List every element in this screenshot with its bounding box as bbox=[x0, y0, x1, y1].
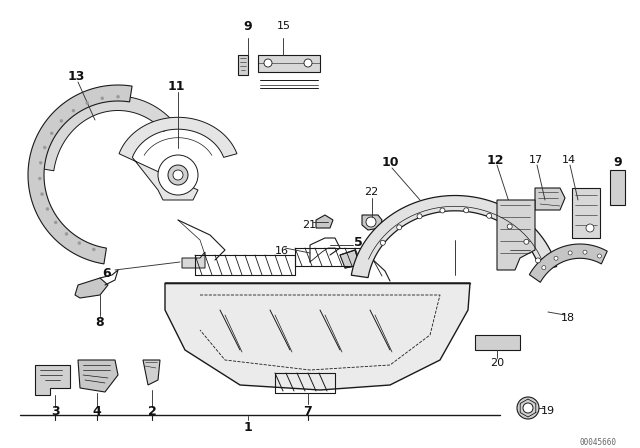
Circle shape bbox=[417, 214, 422, 219]
Polygon shape bbox=[41, 96, 173, 171]
Polygon shape bbox=[182, 252, 205, 268]
Text: 9: 9 bbox=[244, 20, 252, 33]
Polygon shape bbox=[238, 55, 248, 75]
Circle shape bbox=[523, 403, 533, 413]
Circle shape bbox=[568, 251, 572, 255]
Circle shape bbox=[158, 155, 198, 195]
Circle shape bbox=[597, 254, 602, 258]
Circle shape bbox=[92, 248, 95, 251]
Polygon shape bbox=[316, 215, 333, 228]
Circle shape bbox=[304, 59, 312, 67]
Text: 13: 13 bbox=[67, 69, 84, 82]
Circle shape bbox=[173, 170, 183, 180]
Circle shape bbox=[554, 256, 558, 260]
Text: 6: 6 bbox=[102, 267, 111, 280]
Text: 5: 5 bbox=[354, 236, 362, 249]
Polygon shape bbox=[143, 360, 160, 385]
Polygon shape bbox=[529, 244, 607, 282]
Text: 10: 10 bbox=[381, 155, 399, 168]
Polygon shape bbox=[35, 365, 70, 395]
Circle shape bbox=[524, 239, 529, 244]
Polygon shape bbox=[610, 170, 625, 205]
Circle shape bbox=[366, 217, 376, 227]
Text: 3: 3 bbox=[51, 405, 60, 418]
Polygon shape bbox=[572, 188, 600, 238]
Text: 14: 14 bbox=[562, 155, 576, 165]
Circle shape bbox=[508, 224, 512, 229]
Circle shape bbox=[380, 240, 385, 246]
Circle shape bbox=[39, 161, 42, 164]
Text: 21: 21 bbox=[302, 220, 316, 230]
Circle shape bbox=[60, 119, 63, 122]
Circle shape bbox=[536, 258, 541, 263]
Polygon shape bbox=[165, 283, 470, 390]
Polygon shape bbox=[351, 195, 557, 278]
Circle shape bbox=[542, 266, 546, 270]
Text: 22: 22 bbox=[364, 187, 378, 197]
Circle shape bbox=[78, 241, 81, 245]
Circle shape bbox=[168, 165, 188, 185]
Polygon shape bbox=[362, 215, 382, 230]
Circle shape bbox=[586, 224, 594, 232]
Text: 18: 18 bbox=[561, 313, 575, 323]
Circle shape bbox=[116, 95, 120, 98]
Circle shape bbox=[43, 146, 46, 149]
Text: 00045660: 00045660 bbox=[579, 438, 616, 447]
Circle shape bbox=[86, 102, 89, 104]
Text: 4: 4 bbox=[93, 405, 101, 418]
Polygon shape bbox=[497, 200, 535, 270]
Polygon shape bbox=[78, 360, 118, 392]
Circle shape bbox=[72, 109, 75, 112]
Text: 15: 15 bbox=[277, 21, 291, 31]
Text: 20: 20 bbox=[490, 358, 504, 368]
Circle shape bbox=[440, 208, 445, 213]
Circle shape bbox=[464, 208, 468, 213]
Circle shape bbox=[40, 193, 44, 196]
Text: 19: 19 bbox=[541, 406, 555, 416]
Text: 9: 9 bbox=[614, 155, 622, 168]
Text: 12: 12 bbox=[486, 154, 504, 167]
Circle shape bbox=[38, 177, 41, 180]
Circle shape bbox=[486, 213, 492, 218]
Text: 17: 17 bbox=[529, 155, 543, 165]
Circle shape bbox=[264, 59, 272, 67]
Circle shape bbox=[46, 207, 49, 211]
Polygon shape bbox=[475, 335, 520, 350]
Circle shape bbox=[54, 221, 57, 224]
Text: 2: 2 bbox=[148, 405, 156, 418]
Text: 7: 7 bbox=[303, 405, 312, 418]
Polygon shape bbox=[75, 278, 108, 298]
Polygon shape bbox=[119, 117, 237, 200]
Circle shape bbox=[50, 132, 53, 135]
Polygon shape bbox=[340, 250, 360, 268]
Polygon shape bbox=[28, 85, 132, 264]
Text: 16: 16 bbox=[275, 246, 289, 256]
Circle shape bbox=[397, 225, 402, 230]
Circle shape bbox=[65, 233, 68, 236]
Circle shape bbox=[100, 97, 104, 100]
Text: 8: 8 bbox=[96, 315, 104, 328]
Polygon shape bbox=[535, 188, 565, 210]
Text: 1: 1 bbox=[244, 421, 252, 434]
Circle shape bbox=[583, 250, 587, 254]
Circle shape bbox=[517, 397, 539, 419]
Polygon shape bbox=[258, 55, 320, 72]
Text: 11: 11 bbox=[167, 79, 185, 92]
